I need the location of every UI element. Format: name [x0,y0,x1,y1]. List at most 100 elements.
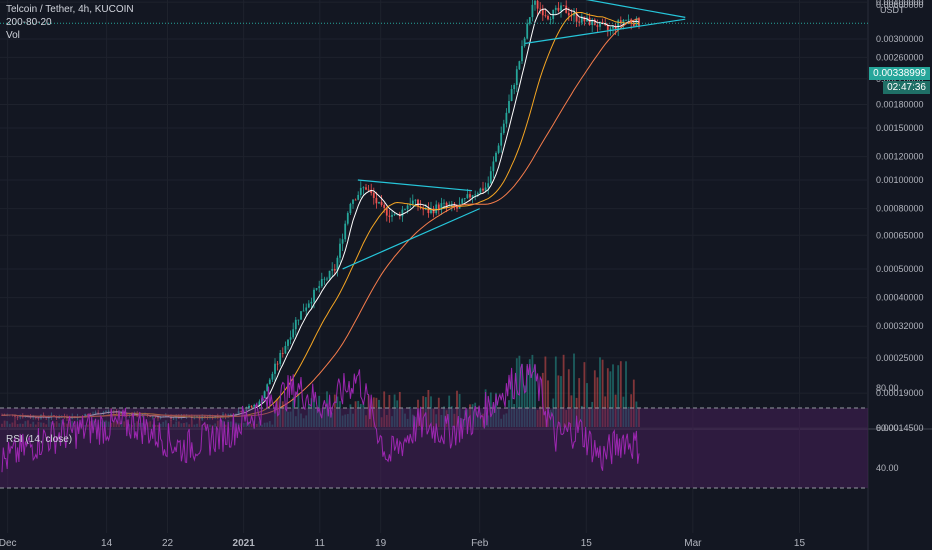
volume-bar [560,376,562,427]
candle-body [339,243,341,258]
candle-body [406,205,409,210]
candle-body [547,15,549,20]
volume-bar [578,378,581,427]
candle-body [484,187,487,191]
candle-body [279,352,282,364]
candle-body [456,207,458,209]
vol-legend: Vol [6,30,20,41]
volume-bar [619,361,622,427]
price-tick-label: 0.00040000 [876,293,924,303]
rsi-line [1,363,640,473]
price-tick-label: 0.00180000 [876,100,924,110]
candle-body [606,25,609,30]
candle-body [346,213,349,224]
rsi-title: RSI (14, close) [6,434,73,445]
time-tick-label: Feb [471,538,489,549]
candle-body [393,214,396,216]
volume-bar [606,368,609,427]
candle-body [372,192,375,198]
candle-body [531,4,534,18]
price-tick-label: 0.00050000 [876,264,924,274]
candle-body [388,215,391,217]
volume-bar [599,357,601,427]
trendline [342,208,480,270]
candle-body [331,269,334,271]
candle-body [274,363,276,374]
candle-body [619,20,622,23]
candle-body [443,202,445,204]
candle-body [588,17,591,26]
candle-body [622,19,625,23]
candle-body [505,112,508,124]
candle-body [492,161,495,172]
candle-body [409,204,412,206]
candle-body [508,101,510,113]
volume-bar [609,371,612,427]
candle-body [476,193,479,195]
candle-body [305,307,308,311]
candle-body [297,319,300,321]
candle-body [601,21,604,24]
ma-80-line [1,12,640,418]
candle-body [437,204,440,210]
price-tick-label: 0.00150000 [876,123,924,133]
volume-bar [510,374,513,427]
volume-bar [526,365,529,427]
candle-body [422,208,425,210]
candle-body [632,23,635,27]
candle-body [513,85,516,90]
candle-body [617,20,620,30]
price-tick-label: 0.00019000 [876,388,924,398]
candle-body [567,12,570,16]
candle-body [391,215,393,217]
price-tick-label: 0.00014500 [876,423,924,433]
candle-body [294,319,297,330]
candle-body [487,183,490,188]
volume-bar [586,383,588,427]
currency-label: USDT [880,5,905,15]
candle-body [562,5,565,7]
volume-bar [593,370,596,427]
candle-body [307,303,310,308]
candle-body [411,200,414,205]
candle-body [580,16,583,23]
candle-body [313,289,315,302]
volume-bar [583,362,586,427]
candle-body [287,339,289,346]
price-tick-label: 0.00080000 [876,204,924,214]
candle-body [284,345,287,354]
volume-bar [528,359,531,427]
candle-body [370,189,373,193]
candle-body [453,203,456,208]
volume-bar [612,364,614,427]
candle-body [593,19,596,26]
volume-bar [531,354,534,427]
candle-body [575,13,578,22]
candle-body [333,269,336,271]
candle-body [500,132,503,146]
candle-body [586,17,588,22]
candle-body [401,209,404,217]
time-tick-label: 11 [315,538,326,549]
candle-body [375,197,378,204]
candle-body [341,239,344,244]
candle-body [281,352,284,354]
candle-body [495,152,497,162]
candle-body [518,61,521,70]
candle-body [596,25,599,27]
candle-body [266,384,269,392]
volume-bar [596,377,599,427]
candle-body [253,404,256,407]
candle-body [289,337,292,340]
candle-body [541,8,544,16]
candle-body [359,187,362,195]
ma-20-line [1,8,640,419]
candle-body [474,194,477,196]
candle-body [528,17,531,24]
candle-body [627,19,630,21]
candle-body [609,28,612,30]
candle-body [268,379,271,385]
time-tick-label: 14 [101,538,113,549]
candle-body [357,194,360,200]
candle-body [302,310,305,312]
